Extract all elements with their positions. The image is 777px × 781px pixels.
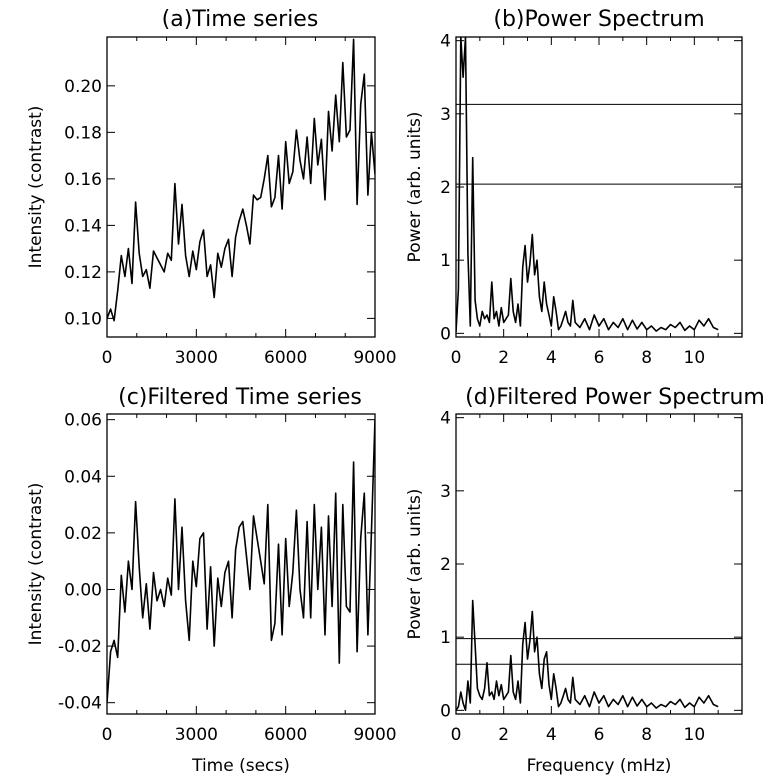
x-tick-label: 2 <box>498 348 509 368</box>
plot-frame <box>106 413 376 715</box>
y-tick-label: 0.04 <box>64 467 102 487</box>
x-tick-label: 4 <box>546 725 557 745</box>
y-tick-label: 3 <box>440 105 451 125</box>
y-tick-label: 0 <box>440 324 451 344</box>
x-tick-label: 0 <box>451 725 462 745</box>
y-tick-label: 0.12 <box>64 263 102 283</box>
y-axis-label: Intensity (contrast) <box>26 106 46 269</box>
x-tick-label: 6 <box>594 348 605 368</box>
x-tick-label: 10 <box>684 348 706 368</box>
x-tick-label: 0 <box>102 348 113 368</box>
y-tick-label: 0.18 <box>64 123 102 143</box>
panel-title: (b)Power Spectrum <box>493 7 704 32</box>
panel-title: (d)Filtered Power Spectrum <box>465 385 765 410</box>
panel-1: (a)Time series 0 3000 6000 9000 0.10 0.12 0.14 0… <box>26 7 397 368</box>
x-tick-label: 0 <box>451 348 462 368</box>
data-series-line <box>456 599 719 712</box>
x-tick-label: 9000 <box>353 348 396 368</box>
y-tick-label: 4 <box>440 409 451 429</box>
x-tick-label: 0 <box>102 725 113 745</box>
y-tick-label: 0.20 <box>64 77 102 97</box>
panel-4: (d)Filtered Power Spectrum 0 2 4 6 8 10 0 1 2 3 4 Po… <box>405 385 765 776</box>
y-tick-label: 2 <box>440 555 451 575</box>
x-tick-label: 6000 <box>264 725 307 745</box>
y-axis-label: Power (arb. units) <box>405 489 425 640</box>
x-tick-label: 8 <box>641 725 652 745</box>
y-tick-label: 0.14 <box>64 216 102 236</box>
x-axis-label: Frequency (mHz) <box>527 756 672 776</box>
y-tick-label: 3 <box>440 482 451 502</box>
x-tick-label: 3000 <box>175 725 218 745</box>
panel-title: (a)Time series <box>162 7 319 32</box>
y-tick-label: 0.16 <box>64 170 102 190</box>
y-tick-label: 0.10 <box>64 309 102 329</box>
y-axis-label: Power (arb. units) <box>405 112 425 263</box>
y-tick-label: 2 <box>440 178 451 198</box>
y-tick-label: 0 <box>440 701 451 721</box>
plot-frame <box>455 36 743 338</box>
data-series-line <box>456 37 719 332</box>
x-tick-label: 4 <box>546 348 557 368</box>
y-tick-label: 0.02 <box>64 524 102 544</box>
y-tick-label: 1 <box>440 251 451 271</box>
y-tick-label: 1 <box>440 628 451 648</box>
y-tick-label: -0.02 <box>58 637 102 657</box>
x-tick-label: 10 <box>684 725 706 745</box>
y-tick-label: 0.06 <box>64 411 102 431</box>
panel-title: (c)Filtered Time series <box>118 385 362 410</box>
x-tick-label: 3000 <box>175 348 218 368</box>
x-tick-label: 2 <box>498 725 509 745</box>
x-axis-label: Time (secs) <box>191 756 290 776</box>
y-tick-label: 0.00 <box>64 580 102 600</box>
panel-2: (b)Power Spectrum 0 2 4 6 8 10 0 1 2 3 4 Power (arb.… <box>405 7 743 368</box>
plot-frame <box>106 36 376 338</box>
data-series-line <box>107 419 375 703</box>
data-series-line <box>107 38 375 322</box>
y-tick-label: -0.04 <box>58 694 102 714</box>
y-tick-label: 4 <box>440 32 451 52</box>
x-tick-label: 9000 <box>353 725 396 745</box>
y-axis-label: Intensity (contrast) <box>26 483 46 646</box>
x-tick-label: 6 <box>594 725 605 745</box>
plot-frame <box>455 413 743 715</box>
panel-3: (c)Filtered Time series 0 3000 6000 9000 -0.0… <box>26 385 397 776</box>
x-tick-label: 6000 <box>264 348 307 368</box>
x-tick-label: 8 <box>641 348 652 368</box>
